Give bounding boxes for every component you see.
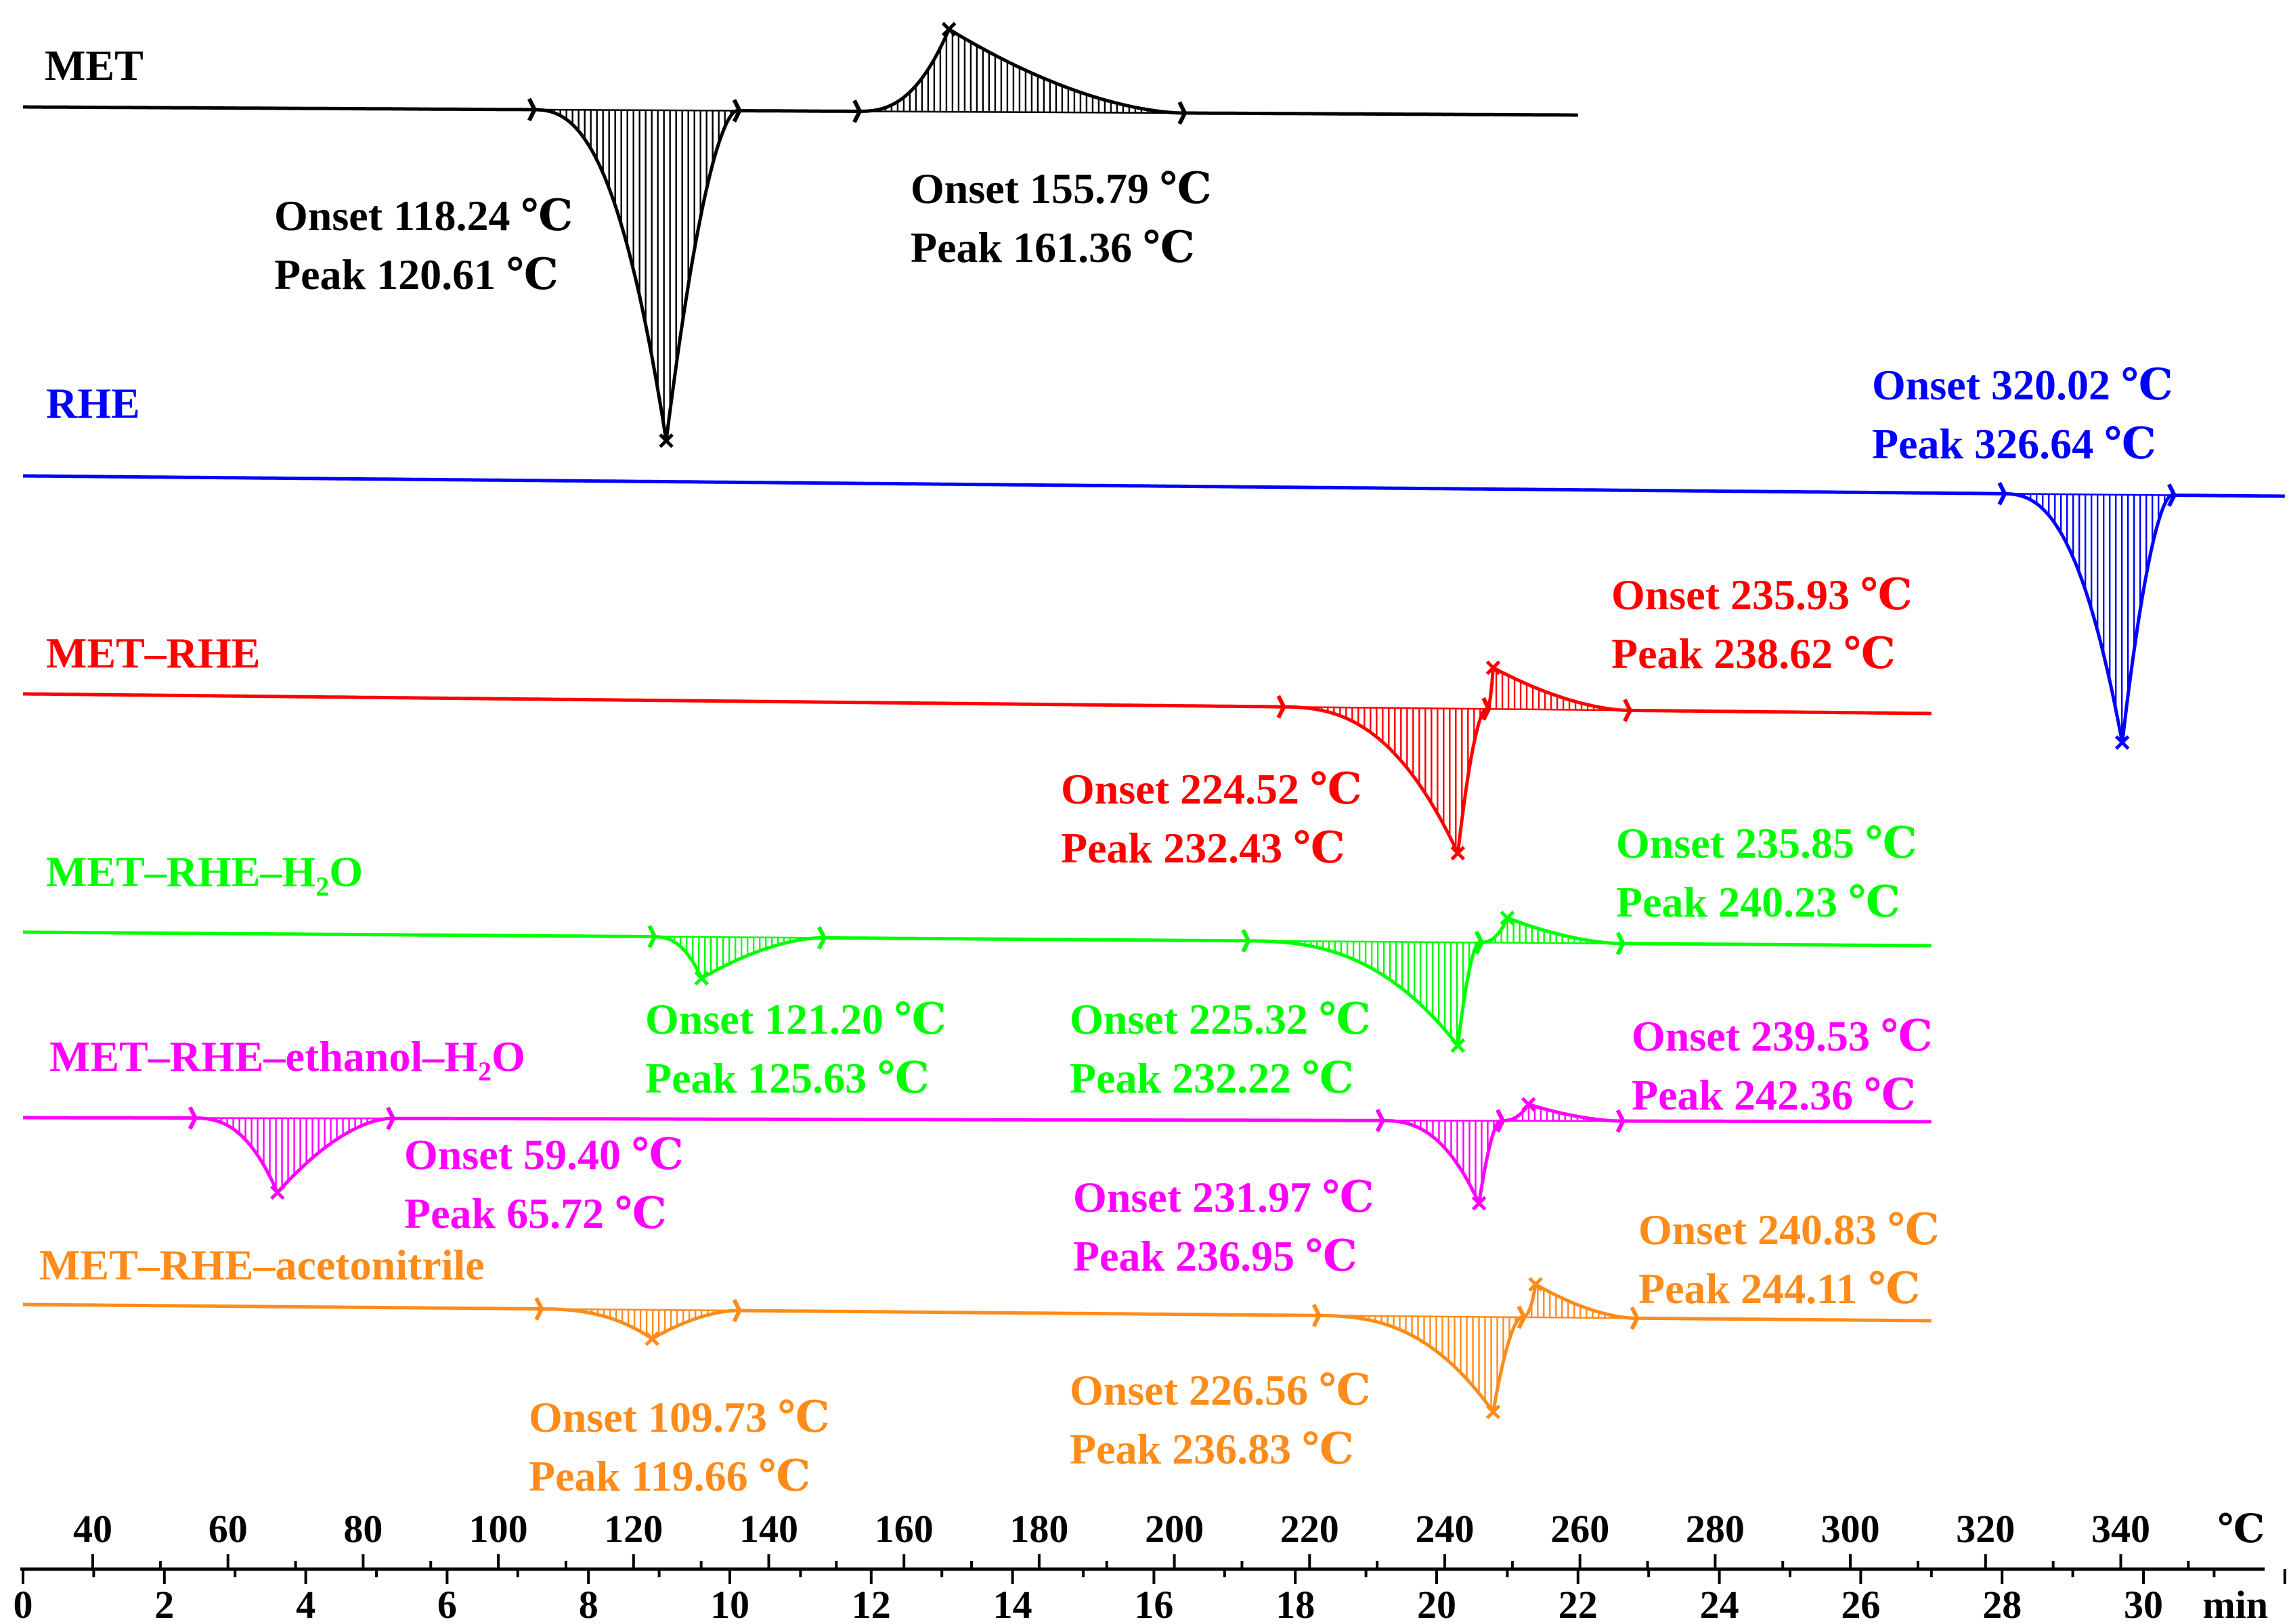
- temp-tick-label: 240: [1416, 1507, 1475, 1551]
- time-tick-label: 12: [852, 1583, 891, 1621]
- event-annotation: Onset 226.56 ℃: [1070, 1366, 1371, 1414]
- event-annotation: Onset 231.97 ℃: [1073, 1173, 1374, 1221]
- event-annotation: Onset 59.40 ℃: [404, 1131, 684, 1179]
- series-1: MET Onset 118.24 ℃ Peak 120.61 ℃ Onset 155.…: [23, 23, 1578, 447]
- event-annotation: Onset 225.32 ℃: [1070, 995, 1371, 1043]
- series-label: MET–RHE: [46, 629, 260, 677]
- series-label: MET–RHE–ethanol–H2O: [49, 1032, 525, 1087]
- time-tick-label: 0: [14, 1583, 33, 1621]
- time-tick-label: 28: [1982, 1583, 2022, 1621]
- event-annotation: Onset 235.93 ℃: [1611, 571, 1913, 619]
- temp-tick-label: 280: [1686, 1507, 1745, 1551]
- event-annotation: Onset 240.83 ℃: [1638, 1206, 1940, 1254]
- event-annotation: Peak 326.64 ℃: [1872, 420, 2156, 468]
- event-annotation: Peak 240.23 ℃: [1616, 878, 1900, 926]
- time-tick-label: 30: [2124, 1583, 2163, 1621]
- series-2: RHE Onset 320.02 ℃ Peak 326.64 ℃: [23, 361, 2285, 749]
- event-annotation: Onset 155.79 ℃: [911, 164, 1212, 213]
- peak-hatch-1: [536, 1298, 739, 1344]
- event-annotation: Peak 232.43 ℃: [1061, 824, 1345, 872]
- time-tick-label: 24: [1700, 1583, 1739, 1621]
- event-annotation: Peak 244.11 ℃: [1638, 1265, 1920, 1313]
- temp-tick-label: 320: [1956, 1507, 2015, 1551]
- time-tick-label: 18: [1276, 1583, 1315, 1621]
- event-annotation: Onset 320.02 ℃: [1872, 361, 2173, 409]
- event-annotation: Peak 236.83 ℃: [1070, 1425, 1354, 1473]
- event-annotation: Peak 242.36 ℃: [1632, 1071, 1916, 1119]
- peak-hatch-1: [649, 926, 825, 985]
- event-annotation: Peak 238.62 ℃: [1611, 630, 1896, 678]
- event-annotation: Onset 121.20 ℃: [645, 995, 946, 1043]
- temp-tick-label: 180: [1009, 1507, 1068, 1551]
- event-annotation: Peak 232.22 ℃: [1070, 1054, 1354, 1102]
- event-annotation: Peak 119.66 ℃: [529, 1452, 810, 1500]
- event-annotation: Peak 65.72 ℃: [404, 1189, 667, 1237]
- series-6: MET–RHE–acetonitrile Onset 109.73 ℃ Peak 1…: [23, 1206, 1940, 1500]
- peak-hatch-1: [1999, 483, 2175, 749]
- temp-tick-label: 140: [739, 1507, 798, 1551]
- event-annotation: Onset 235.85 ℃: [1616, 819, 1917, 867]
- time-tick-label: 4: [296, 1583, 315, 1621]
- time-tick-label: 26: [1841, 1583, 1880, 1621]
- event-annotation: Peak 125.63 ℃: [645, 1054, 930, 1102]
- time-tick-label: 6: [437, 1583, 457, 1621]
- integration-baseline: [532, 110, 737, 111]
- series-line: [23, 476, 2285, 743]
- temp-tick-label: 100: [469, 1507, 528, 1551]
- series-label: MET: [45, 41, 144, 89]
- temp-tick-label: 80: [343, 1507, 383, 1551]
- integration-baseline: [193, 1118, 391, 1119]
- temp-tick-label: 160: [875, 1507, 934, 1551]
- event-annotation: Peak 236.95 ℃: [1073, 1232, 1357, 1280]
- event-annotation: Onset 224.52 ℃: [1061, 765, 1362, 813]
- integration-baseline: [857, 111, 1182, 113]
- series-label: RHE: [46, 379, 140, 427]
- temp-tick-label: 340: [2091, 1507, 2150, 1551]
- event-annotation: Onset 239.53 ℃: [1632, 1012, 1933, 1060]
- temp-tick-label: 300: [1821, 1507, 1880, 1551]
- series-label: MET–RHE–H2O: [46, 848, 363, 902]
- integration-baseline: [2002, 493, 2172, 495]
- temp-tick-label: 260: [1550, 1507, 1609, 1551]
- event-annotation: Onset 118.24 ℃: [274, 192, 573, 240]
- time-tick-label: 8: [579, 1583, 598, 1621]
- integration-baseline: [652, 937, 822, 938]
- series-label: MET–RHE–acetonitrile: [39, 1241, 485, 1289]
- temp-tick-label: 40: [73, 1507, 112, 1551]
- peak-hatch-2: [1377, 1110, 1502, 1209]
- series-line: [23, 1104, 1932, 1203]
- peak-hatch-2: [1483, 661, 1630, 721]
- time-tick-label: 20: [1417, 1583, 1456, 1621]
- time-tick-label: 22: [1558, 1583, 1598, 1621]
- time-tick-label: 16: [1134, 1583, 1173, 1621]
- temp-unit-label: ℃: [2218, 1507, 2265, 1551]
- series-line: [23, 29, 1578, 441]
- time-tick-label: 2: [154, 1583, 174, 1621]
- event-annotation: Peak 120.61 ℃: [274, 250, 559, 299]
- time-tick-label: 14: [993, 1583, 1032, 1621]
- event-annotation: Onset 109.73 ℃: [529, 1393, 830, 1441]
- temp-tick-label: 120: [604, 1507, 663, 1551]
- time-unit-label: min: [2202, 1583, 2268, 1621]
- time-tick-label: 10: [710, 1583, 749, 1621]
- event-annotation: Peak 161.36 ℃: [911, 223, 1195, 271]
- temp-tick-label: 60: [209, 1507, 248, 1551]
- temp-tick-label: 200: [1145, 1507, 1204, 1551]
- temp-tick-label: 220: [1280, 1507, 1339, 1551]
